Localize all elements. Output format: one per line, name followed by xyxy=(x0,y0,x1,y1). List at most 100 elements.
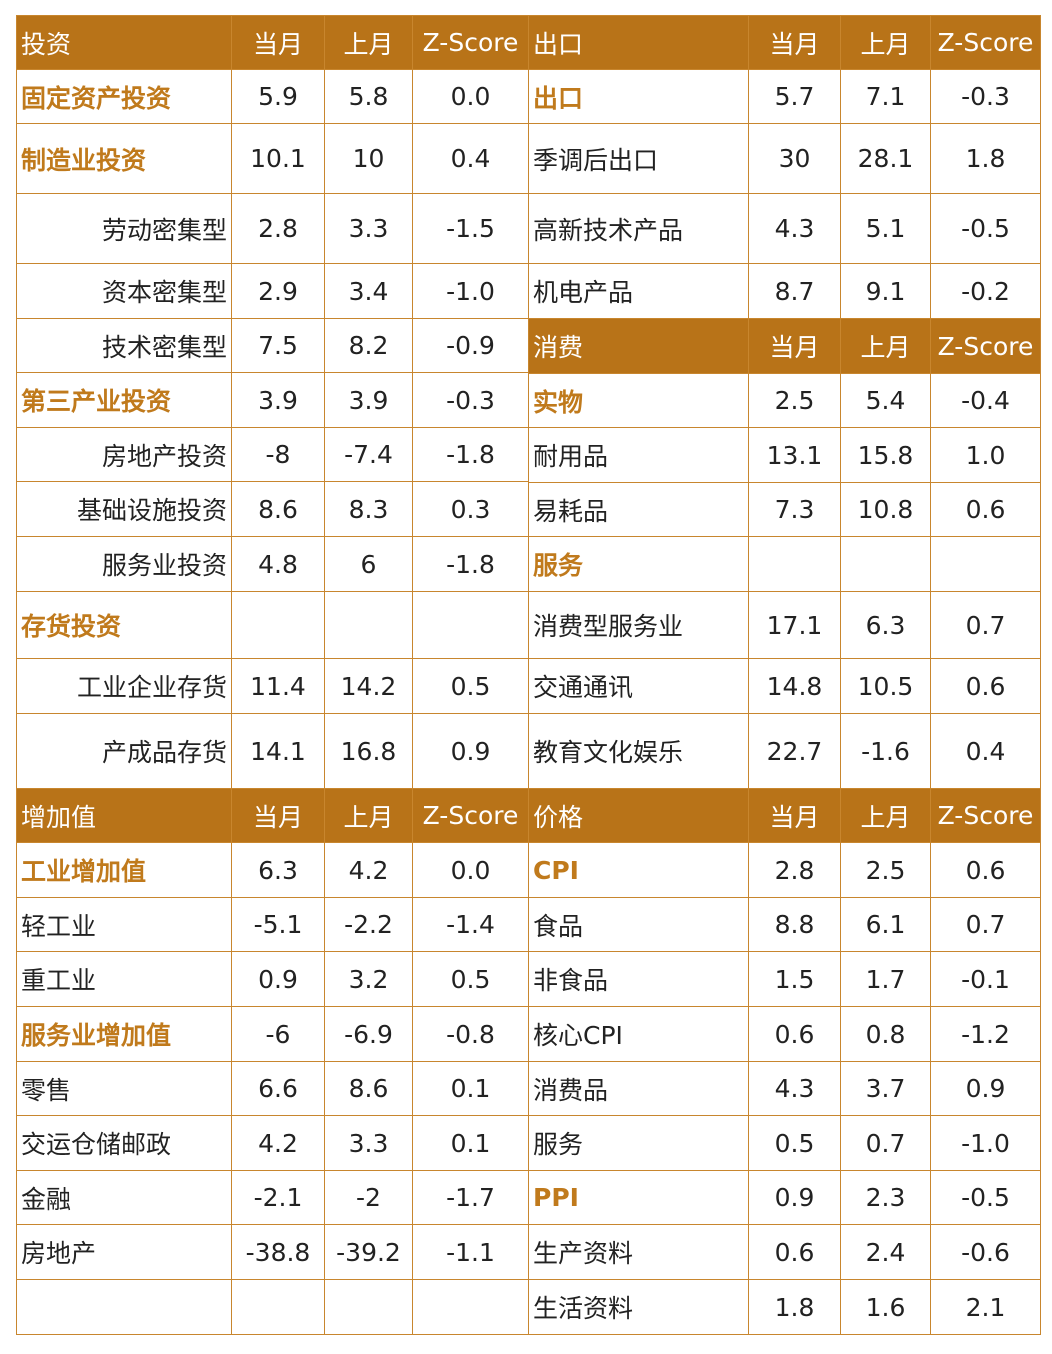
previous-month-value: 3.7 xyxy=(840,1061,931,1116)
row-label: 高新技术产品 xyxy=(528,193,749,264)
column-header: 当月 xyxy=(231,788,325,843)
row-label: 房地产 xyxy=(16,1224,232,1280)
table-row: 实物 2.5 5.4 -0.4 xyxy=(528,373,1041,428)
z-score-value: -0.3 xyxy=(412,372,529,428)
previous-month-value: -7.4 xyxy=(324,427,413,482)
current-month-value: -38.8 xyxy=(231,1224,325,1280)
z-score-value: -1.0 xyxy=(412,263,529,319)
z-score-value: 0.4 xyxy=(412,123,529,194)
current-month-value: 1.8 xyxy=(748,1279,841,1335)
previous-month-value: 2.5 xyxy=(840,842,931,898)
previous-month-value: 28.1 xyxy=(840,123,931,194)
row-label: 第三产业投资 xyxy=(16,372,232,428)
row-label: 工业企业存货 xyxy=(16,658,232,714)
row-label: 季调后出口 xyxy=(528,123,749,194)
previous-month-value: -39.2 xyxy=(324,1224,413,1280)
section-title: 消费 xyxy=(528,318,749,374)
table-row: 食品 8.8 6.1 0.7 xyxy=(528,897,1041,952)
table-row: 交通通讯 14.8 10.5 0.6 xyxy=(528,658,1041,714)
section-header-row: 投资 当月 上月 Z-Score xyxy=(16,15,529,70)
previous-month-value xyxy=(324,591,413,659)
current-month-value: 11.4 xyxy=(231,658,325,714)
table-row: 季调后出口 30 28.1 1.8 xyxy=(528,123,1041,194)
column-header: 上月 xyxy=(840,318,931,374)
previous-month-value: 4.2 xyxy=(324,842,413,898)
previous-month-value: 5.4 xyxy=(840,373,931,428)
current-month-value: 0.6 xyxy=(748,1224,841,1280)
previous-month-value: 6.3 xyxy=(840,591,931,659)
z-score-value: 0.6 xyxy=(930,842,1041,898)
current-month-value xyxy=(231,1279,325,1335)
section-title: 投资 xyxy=(16,15,232,70)
column-header: 当月 xyxy=(748,788,841,843)
table-row: 第三产业投资 3.9 3.9 -0.3 xyxy=(16,372,529,428)
table-row: 交运仓储邮政 4.2 3.3 0.1 xyxy=(16,1115,529,1171)
table-row: 服务业投资 4.8 6 -1.8 xyxy=(16,536,529,592)
z-score-value: 0.3 xyxy=(412,481,529,537)
column-header: Z-Score xyxy=(412,15,529,70)
previous-month-value: 1.7 xyxy=(840,951,931,1007)
z-score-value: 0.0 xyxy=(412,842,529,898)
current-month-value: 8.7 xyxy=(748,263,841,319)
table-row: 房地产投资 -8 -7.4 -1.8 xyxy=(16,427,529,482)
table-row: 教育文化娱乐 22.7 -1.6 0.4 xyxy=(528,713,1041,789)
z-score-value: 2.1 xyxy=(930,1279,1041,1335)
current-month-value: 1.5 xyxy=(748,951,841,1007)
row-label: 消费品 xyxy=(528,1061,749,1116)
table-row: 固定资产投资 5.9 5.8 0.0 xyxy=(16,69,529,124)
current-month-value: -8 xyxy=(231,427,325,482)
table-row: 服务 0.5 0.7 -1.0 xyxy=(528,1115,1041,1171)
previous-month-value: 6 xyxy=(324,536,413,592)
table-row: 消费品 4.3 3.7 0.9 xyxy=(528,1061,1041,1116)
row-label: 耐用品 xyxy=(528,427,749,483)
row-label: 交运仓储邮政 xyxy=(16,1115,232,1171)
z-score-value: 0.1 xyxy=(412,1115,529,1171)
previous-month-value: 6.1 xyxy=(840,897,931,952)
z-score-value: -0.6 xyxy=(930,1224,1041,1280)
previous-month-value: 8.6 xyxy=(324,1061,413,1116)
previous-month-value: 10 xyxy=(324,123,413,194)
column-header: Z-Score xyxy=(930,788,1041,843)
previous-month-value: 2.3 xyxy=(840,1170,931,1225)
z-score-value: -0.4 xyxy=(930,373,1041,428)
row-label: 资本密集型 xyxy=(16,263,232,319)
row-label: 房地产投资 xyxy=(16,427,232,482)
previous-month-value: 7.1 xyxy=(840,69,931,124)
row-label: 教育文化娱乐 xyxy=(528,713,749,789)
table-row: 消费型服务业 17.1 6.3 0.7 xyxy=(528,591,1041,659)
row-label: 技术密集型 xyxy=(16,318,232,373)
section-title: 出口 xyxy=(528,15,749,70)
table-row xyxy=(16,1279,529,1335)
table-row: 房地产 -38.8 -39.2 -1.1 xyxy=(16,1224,529,1280)
current-month-value: 2.5 xyxy=(748,373,841,428)
previous-month-value: 3.9 xyxy=(324,372,413,428)
table-row: 生活资料 1.8 1.6 2.1 xyxy=(528,1279,1041,1335)
row-label: 存货投资 xyxy=(16,591,232,659)
table-row: 轻工业 -5.1 -2.2 -1.4 xyxy=(16,897,529,952)
previous-month-value: 3.3 xyxy=(324,1115,413,1171)
column-header: 上月 xyxy=(324,788,413,843)
row-label: 金融 xyxy=(16,1170,232,1225)
row-label: 核心CPI xyxy=(528,1006,749,1062)
table-row: 核心CPI 0.6 0.8 -1.2 xyxy=(528,1006,1041,1062)
z-score-value: -1.8 xyxy=(412,536,529,592)
previous-month-value: 5.8 xyxy=(324,69,413,124)
table-row: 高新技术产品 4.3 5.1 -0.5 xyxy=(528,193,1041,264)
z-score-value xyxy=(412,1279,529,1335)
table-row: 工业增加值 6.3 4.2 0.0 xyxy=(16,842,529,898)
current-month-value: 6.6 xyxy=(231,1061,325,1116)
previous-month-value: 8.3 xyxy=(324,481,413,537)
column-header: 当月 xyxy=(748,318,841,374)
section-header-row: 价格 当月 上月 Z-Score xyxy=(528,788,1041,843)
z-score-value: 0.6 xyxy=(930,482,1041,537)
current-month-value: 4.3 xyxy=(748,1061,841,1116)
table-row: 易耗品 7.3 10.8 0.6 xyxy=(528,482,1041,537)
table-row: 产成品存货 14.1 16.8 0.9 xyxy=(16,713,529,789)
current-month-value: 0.9 xyxy=(748,1170,841,1225)
current-month-value: 8.8 xyxy=(748,897,841,952)
table-row: CPI 2.8 2.5 0.6 xyxy=(528,842,1041,898)
table-row: 制造业投资 10.1 10 0.4 xyxy=(16,123,529,194)
current-month-value: 10.1 xyxy=(231,123,325,194)
z-score-value: -1.1 xyxy=(412,1224,529,1280)
row-label: 服务 xyxy=(528,1115,749,1171)
